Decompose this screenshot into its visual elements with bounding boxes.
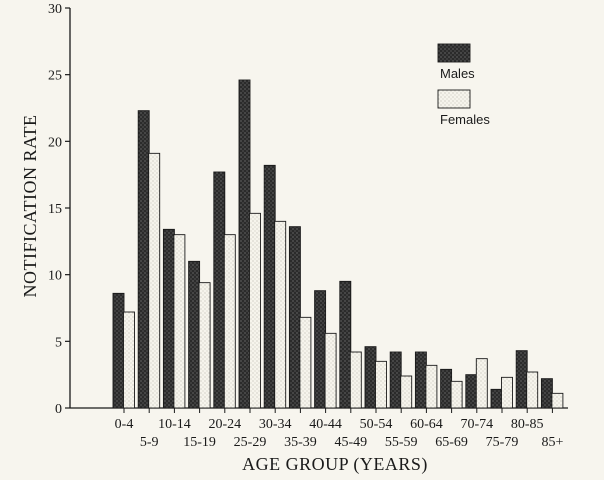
x-tick-label: 80-85 [511,417,544,432]
bar-females-80-85 [526,371,539,409]
bar-males-70-74 [465,374,478,409]
x-tick-label: 45-49 [334,435,367,450]
bar-females-75-79 [501,376,513,409]
bar-females-20-24 [223,234,236,409]
x-tick-label: 20-24 [208,417,241,432]
y-tick-label: 5 [55,335,62,350]
bar-males-80-85 [515,350,528,409]
y-tick-label: 10 [48,269,62,284]
bar-males-55-59 [389,351,402,409]
bar-females-0-4 [123,311,135,409]
bar-females-55-59 [400,375,413,409]
y-tick-label: 0 [55,402,62,417]
legend: Males Females [437,43,490,127]
y-tick-label: 25 [48,69,62,84]
x-tick-label: 85+ [541,435,563,450]
x-tick-label: 10-14 [158,417,191,432]
bar-females-40-44 [324,332,337,409]
x-tick-label: 70-74 [460,417,493,432]
x-tick-label: 40-44 [309,417,342,432]
x-tick-label: 55-59 [385,435,418,450]
legend-swatch-females [437,89,471,109]
bar-males-15-19 [188,260,201,409]
x-tick-label: 0-4 [115,417,134,432]
bar-females-65-69 [450,380,463,409]
x-tick-label: 15-19 [183,435,216,450]
bar-males-50-54 [364,346,377,409]
legend-swatch-males [437,43,471,63]
bar-females-25-29 [249,212,261,409]
bar-females-70-74 [475,358,488,409]
bar-females-85+ [551,392,564,409]
bar-males-0-4 [112,292,125,409]
x-tick-label: 35-39 [284,435,317,450]
bar-males-45-49 [339,280,352,409]
bar-males-20-24 [213,171,226,409]
bar-females-45-49 [349,351,362,409]
x-tick-label: 75-79 [486,435,519,450]
bar-males-75-79 [490,388,503,409]
legend-label-males: Males [440,66,475,81]
bar-females-5-9 [148,152,161,409]
x-tick-label: 30-34 [259,417,292,432]
x-tick-label: 5-9 [140,435,159,450]
y-tick-label: 20 [48,135,62,150]
bar-males-5-9 [137,110,150,409]
bar-females-30-34 [274,220,287,409]
x-tick-label: 65-69 [435,435,468,450]
bar-males-25-29 [238,79,251,409]
bar-females-60-64 [425,364,438,409]
x-tick-label: 25-29 [234,435,267,450]
bars [112,79,564,409]
y-tick-label: 15 [48,202,62,217]
bar-males-30-34 [263,164,276,409]
bar-males-40-44 [314,290,327,409]
x-tick-label: 60-64 [410,417,443,432]
bar-females-50-54 [375,360,387,409]
legend-label-females: Females [440,112,490,127]
bar-females-10-14 [173,234,186,409]
bar-males-35-39 [288,226,301,409]
bar-females-15-19 [198,282,211,409]
bar-males-10-14 [162,228,175,409]
bar-males-60-64 [414,351,427,409]
x-axis-title: AGE GROUP (YEARS) [242,454,428,475]
bar-males-85+ [540,378,553,409]
x-tick-label: 50-54 [360,417,393,432]
y-axis-title: NOTIFICATION RATE [20,115,40,298]
y-tick-label: 30 [48,2,62,17]
axes: 0 5 10 15 20 25 30 0-4 5-9 10-14 15-19 20-24 25-29 30… [48,2,568,450]
bar-females-35-39 [299,316,312,409]
bar-males-65-69 [440,368,453,409]
